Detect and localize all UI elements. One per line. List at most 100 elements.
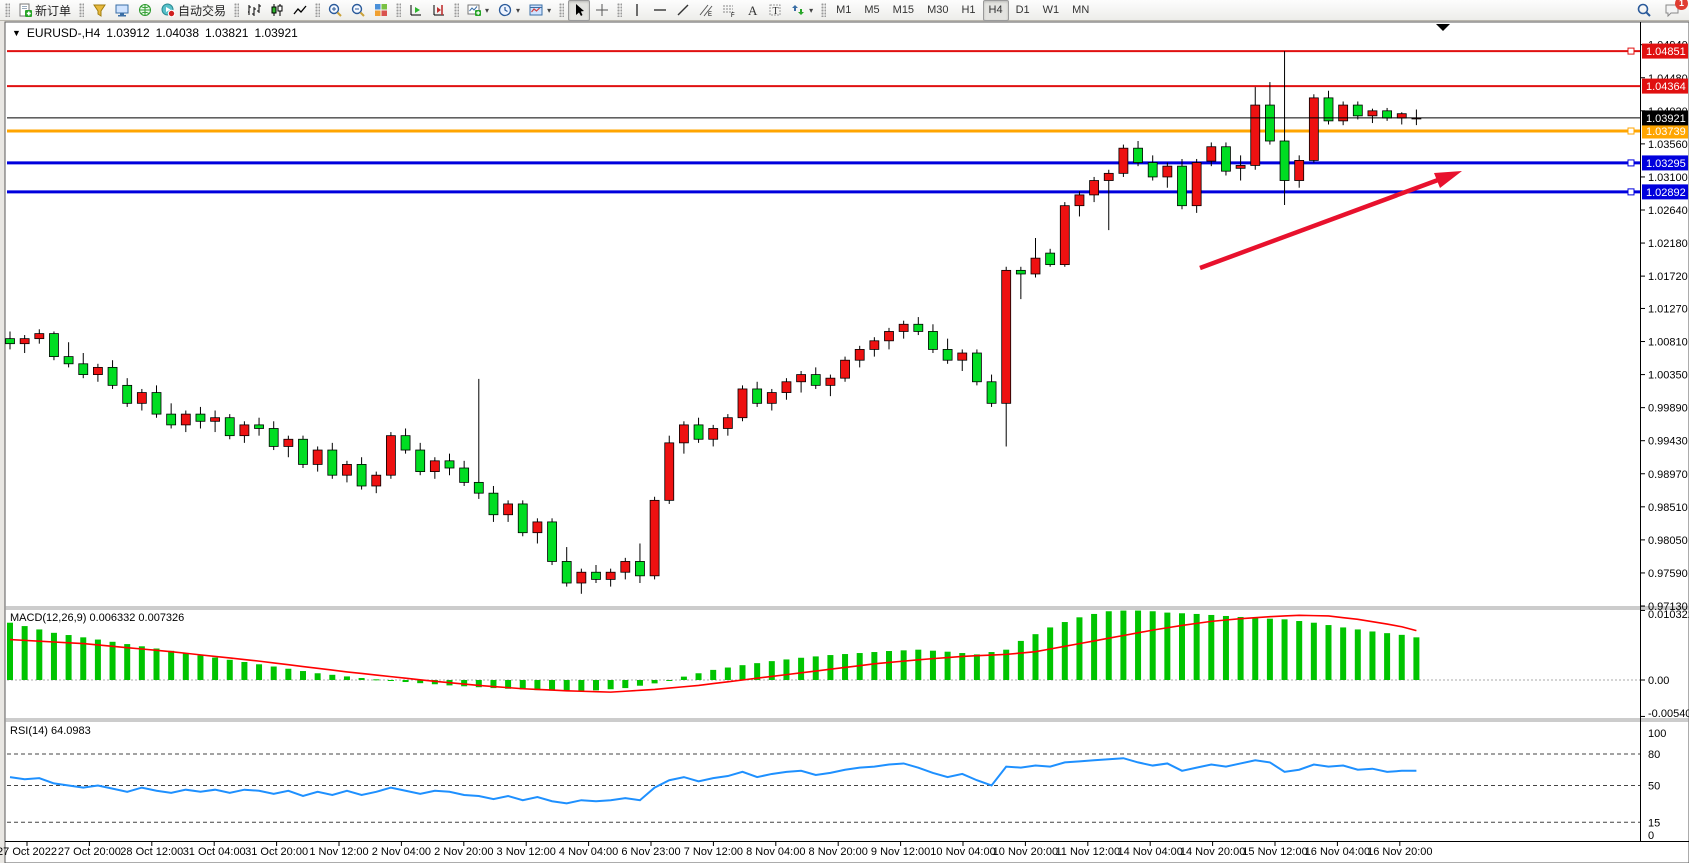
zoom-in-button[interactable] bbox=[324, 0, 346, 21]
candle-body bbox=[180, 413, 191, 426]
candle-body bbox=[928, 331, 938, 350]
crosshair-button[interactable] bbox=[591, 0, 613, 21]
new-order-button-label: 新订单 bbox=[35, 3, 72, 18]
chart-shift-marker[interactable] bbox=[1436, 24, 1450, 31]
toolbar-grip bbox=[821, 3, 827, 17]
price-tick-label: 1.02640 bbox=[1648, 205, 1688, 217]
time-tick-label: 7 Nov 12:00 bbox=[684, 846, 743, 858]
notifications-button[interactable]: 1 bbox=[1661, 0, 1688, 21]
svg-text:E: E bbox=[708, 12, 712, 17]
fibonacci-button[interactable]: F bbox=[718, 0, 740, 21]
template-icon bbox=[529, 4, 543, 16]
candle-body bbox=[781, 381, 792, 393]
macd-histogram-bar bbox=[1091, 613, 1098, 680]
candle-body bbox=[1133, 147, 1143, 163]
candle-body bbox=[1294, 160, 1305, 181]
toolbar: 新订单 自动交易 ▾ ▾ ▾ E F A T ▾ M1 M5 M15 M30 H1 H4 D1 W1 MN 1 bbox=[0, 0, 1689, 21]
timeframe-mn-button[interactable]: MN bbox=[1072, 4, 1090, 16]
macd-histogram-bar bbox=[1281, 619, 1288, 680]
text-label-button[interactable]: T bbox=[764, 0, 786, 21]
horizontal-line-button[interactable] bbox=[649, 0, 671, 21]
tile-windows-button[interactable] bbox=[370, 0, 392, 21]
vertical-line-button[interactable] bbox=[626, 0, 648, 21]
indicator-add-icon bbox=[467, 4, 482, 16]
crosshair-icon bbox=[596, 4, 609, 16]
candle-body bbox=[1382, 110, 1392, 119]
timeframe-m1-button[interactable]: M1 bbox=[836, 4, 852, 16]
signals-button[interactable] bbox=[134, 0, 156, 21]
timeframe-d1-button[interactable]: D1 bbox=[1015, 4, 1030, 16]
chart-shift-button[interactable] bbox=[428, 0, 450, 21]
candle-body bbox=[312, 449, 323, 465]
price-badge-label: 1.04851 bbox=[1646, 46, 1686, 58]
vline-icon bbox=[636, 4, 638, 16]
timeframe-m15-button[interactable]: M15 bbox=[892, 4, 915, 16]
text-button[interactable]: A bbox=[741, 0, 763, 21]
macd-histogram-bar bbox=[373, 679, 380, 681]
line-handle[interactable] bbox=[1627, 127, 1635, 135]
timeframe-h4-button[interactable]: H4 bbox=[982, 0, 1009, 21]
bar-chart-button[interactable] bbox=[243, 0, 265, 21]
zoom-out-button[interactable] bbox=[347, 0, 369, 21]
periods-button[interactable]: ▾ bbox=[494, 0, 524, 21]
arrow-annotation[interactable] bbox=[1199, 177, 1439, 271]
line-handle[interactable] bbox=[1627, 47, 1635, 55]
symbol-period-label: EURUSD-,H4 bbox=[26, 26, 101, 40]
time-tick-label: 27 Oct 2022 bbox=[0, 846, 57, 858]
line-handle[interactable] bbox=[1627, 159, 1635, 167]
candle-body bbox=[503, 503, 514, 516]
indicators-button[interactable]: ▾ bbox=[463, 0, 493, 21]
line-chart-button[interactable] bbox=[289, 0, 311, 21]
candle-body bbox=[1147, 162, 1158, 178]
new-order-button[interactable]: 新订单 bbox=[14, 0, 75, 21]
equidistant-channel-button[interactable]: E bbox=[695, 0, 717, 21]
candle-body bbox=[283, 438, 294, 447]
timeframe-h1-button[interactable]: H1 bbox=[961, 4, 976, 16]
arrows-icon bbox=[792, 5, 805, 15]
auto-trading-button[interactable]: 自动交易 bbox=[157, 0, 230, 21]
price-tick-label: 1.01270 bbox=[1648, 303, 1688, 315]
market-button[interactable] bbox=[88, 0, 110, 21]
macd-histogram-bar bbox=[886, 651, 892, 680]
timeframe-w1-button[interactable]: W1 bbox=[1042, 4, 1060, 16]
candle-body bbox=[972, 352, 982, 383]
cursor-button[interactable] bbox=[568, 0, 591, 21]
toolbar-grip bbox=[5, 3, 10, 17]
macd-histogram-bar bbox=[827, 655, 834, 680]
time-tick-label: 2 Nov 20:00 bbox=[434, 846, 493, 858]
search-button[interactable] bbox=[1633, 0, 1655, 21]
arrows-button[interactable]: ▾ bbox=[787, 0, 817, 21]
symbol-dropdown-icon[interactable]: ▼ bbox=[12, 28, 21, 38]
timeframe-m5-button[interactable]: M5 bbox=[864, 4, 880, 16]
price-tick-label: 0.99890 bbox=[1648, 403, 1688, 415]
macd-histogram-bar bbox=[182, 653, 189, 680]
time-tick-label: 16 Nov 04:00 bbox=[1305, 846, 1370, 858]
candle-body bbox=[195, 413, 206, 422]
price-badge-label: 1.03921 bbox=[1646, 113, 1686, 125]
timeframe-m30-button[interactable]: M30 bbox=[927, 4, 949, 16]
candle-body bbox=[400, 435, 411, 451]
macd-histogram-bar bbox=[94, 639, 101, 680]
templates-button[interactable]: ▾ bbox=[525, 0, 555, 21]
charts-window-button[interactable] bbox=[111, 0, 133, 21]
funnel-icon bbox=[93, 4, 106, 17]
time-tick-label: 28 Oct 12:00 bbox=[120, 846, 183, 858]
candle-body bbox=[664, 442, 675, 501]
candle-body bbox=[942, 349, 953, 361]
candle-body bbox=[1118, 147, 1129, 174]
clock-icon bbox=[498, 3, 512, 17]
macd-histogram-bar bbox=[680, 676, 687, 680]
line-handle[interactable] bbox=[1627, 188, 1635, 196]
candle-body bbox=[151, 392, 162, 415]
candle-body bbox=[5, 338, 15, 345]
candle-body bbox=[884, 331, 894, 342]
arrow-annotation-head[interactable] bbox=[1434, 171, 1462, 188]
trendline-button[interactable] bbox=[672, 0, 694, 21]
toolbar-grip bbox=[79, 3, 85, 17]
candle-body bbox=[356, 464, 367, 487]
candle-chart-button[interactable] bbox=[266, 0, 288, 21]
macd-histogram-bar bbox=[387, 680, 394, 681]
tiles-icon bbox=[375, 4, 388, 16]
auto-scroll-button[interactable] bbox=[405, 0, 427, 21]
